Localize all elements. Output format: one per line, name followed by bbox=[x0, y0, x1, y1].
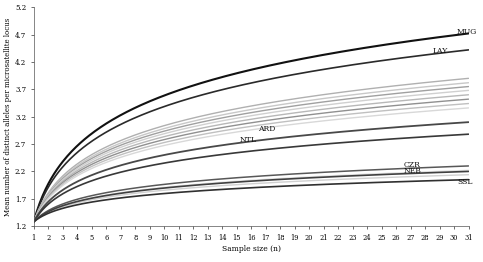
Y-axis label: Mean number of distinct alleles per microsatellite locus: Mean number of distinct alleles per micr… bbox=[4, 18, 12, 216]
X-axis label: Sample size (n): Sample size (n) bbox=[222, 245, 281, 253]
Text: NTL: NTL bbox=[240, 136, 256, 144]
Text: LAY: LAY bbox=[432, 47, 448, 55]
Text: MUG: MUG bbox=[457, 28, 477, 36]
Text: NEB: NEB bbox=[403, 167, 421, 176]
Text: ARD: ARD bbox=[258, 125, 276, 133]
Text: CZR: CZR bbox=[403, 161, 420, 170]
Text: SSL: SSL bbox=[457, 178, 472, 186]
